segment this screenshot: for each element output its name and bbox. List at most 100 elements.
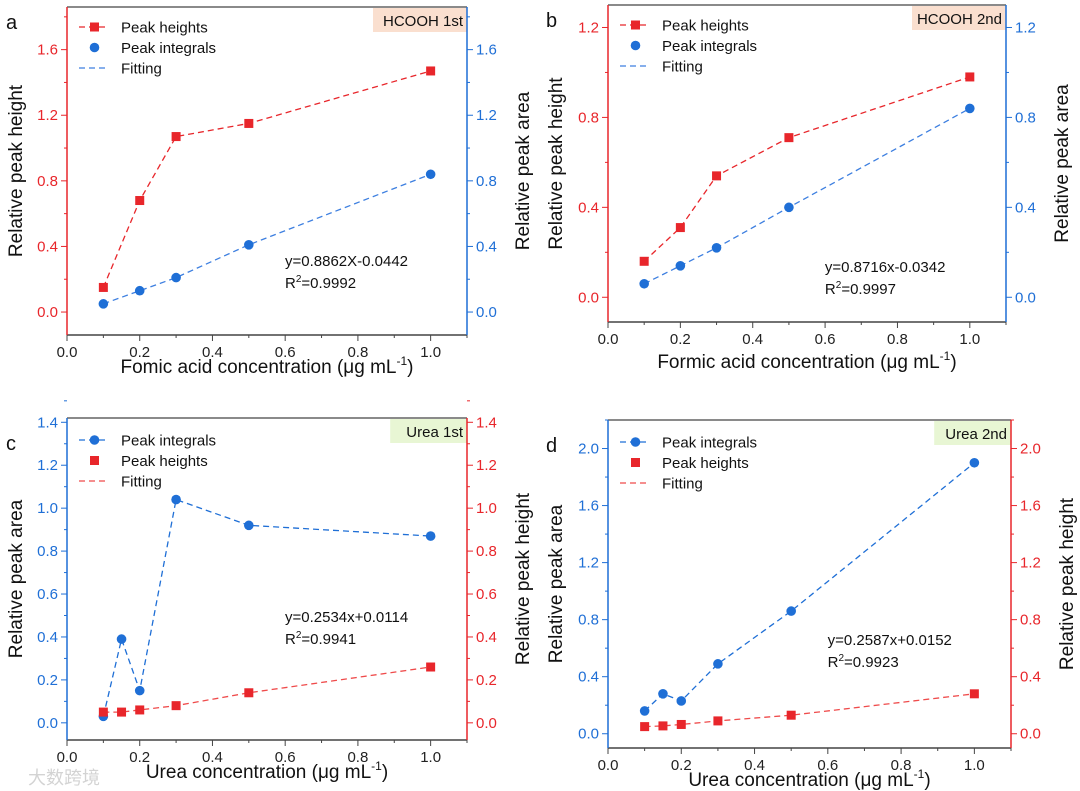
r-squared: R2=0.9992 [285, 274, 356, 292]
left-y-tick-label: 0.0 [37, 715, 58, 732]
legend-label: Peak heights [662, 18, 749, 35]
fitting-line [103, 666, 431, 713]
right-y-tick-label: 0.8 [1020, 612, 1041, 629]
left-y-tick-label: 0.8 [37, 543, 58, 560]
data-point-circle [639, 278, 649, 289]
right-y-tick-label: 0.0 [1015, 289, 1036, 306]
series-line-0 [643, 76, 971, 262]
data-point-square [426, 662, 436, 672]
left-y-tick-label: 1.6 [37, 42, 58, 59]
x-tick-label: 0.2 [670, 331, 691, 348]
legend-label: Peak integrals [121, 40, 216, 57]
left-y-axis-label: Relative peak height [546, 77, 567, 250]
x-axis-label-main: Fomic acid concentration (μg mL [120, 357, 396, 378]
x-tick-label: 0.8 [347, 344, 368, 361]
x-tick-label: 0.8 [347, 749, 368, 766]
right-y-axis-label: Relative peak height [1057, 497, 1078, 670]
series-line-0 [644, 462, 975, 712]
panel-tag: Urea 2nd [945, 426, 1007, 443]
fitting-line [644, 693, 975, 728]
panel-tag: Urea 1st [406, 424, 464, 441]
data-point-square [965, 72, 975, 82]
x-axis-label: Formic acid concentration (μg mL-1) [657, 349, 956, 373]
left-y-axis-label: Relative peak area [6, 499, 27, 658]
data-point-circle [98, 299, 109, 309]
data-point-circle [244, 240, 254, 250]
data-point-square [712, 171, 722, 181]
data-point-square [675, 223, 685, 233]
x-tick-label: 1.0 [964, 757, 985, 774]
data-point-circle [965, 103, 975, 114]
x-axis-label-superscript: -1 [940, 349, 951, 363]
data-point-square [135, 196, 145, 206]
data-point-circle [171, 494, 181, 505]
r-squared-value: =0.9941 [301, 631, 356, 648]
right-y-tick-label: 2.0 [1020, 441, 1041, 458]
left-y-tick-label: 0.8 [37, 173, 58, 190]
panel-d: d Urea 2nd 0.0 0.2 0.4 0.6 0.8 1.0 0.0 0.4 0.8 1.2 1… [546, 419, 1078, 791]
left-y-tick-label: 0.4 [37, 629, 58, 646]
left-y-tick-label: 0.0 [578, 289, 599, 306]
right-y-tick-label: 0.0 [476, 715, 497, 732]
x-tick-label: 0.4 [202, 749, 223, 766]
fitting-line [103, 173, 431, 305]
data-point-square [244, 688, 254, 698]
right-y-tick-label: 0.8 [476, 543, 497, 560]
right-y-tick-label: 0.8 [476, 173, 497, 190]
left-y-tick-label: 0.6 [37, 586, 58, 603]
data-point-circle [784, 202, 794, 213]
left-y-tick-label: 0.4 [578, 199, 599, 216]
x-axis-label-end: ) [924, 770, 930, 791]
r-squared-prefix: R [828, 654, 839, 671]
legend-label: Peak heights [121, 20, 208, 37]
watermark: 大数跨境 [28, 768, 100, 788]
data-point-square [784, 133, 794, 143]
data-point-circle [171, 272, 181, 283]
x-axis-label-end: ) [407, 357, 413, 378]
legend-label: Fitting [662, 476, 703, 493]
x-tick-label: 0.2 [129, 344, 150, 361]
left-y-tick-label: 0.8 [578, 612, 599, 629]
x-tick-label: 1.0 [420, 344, 441, 361]
r-squared-prefix: R [285, 275, 296, 292]
right-y-tick-label: 0.4 [476, 238, 497, 255]
left-y-tick-label: 1.4 [37, 414, 58, 431]
data-point-square [969, 689, 979, 699]
r-squared-superscript: 2 [836, 280, 842, 291]
right-y-tick-label: 0.0 [1020, 726, 1041, 743]
data-point-square [658, 721, 668, 731]
x-tick-label: 0.6 [815, 331, 836, 348]
r-squared: R2=0.9941 [285, 630, 356, 648]
legend-circle [89, 435, 100, 445]
right-y-tick-label: 1.2 [476, 457, 497, 474]
left-y-tick-label: 0.0 [37, 304, 58, 321]
panel-tag-background [934, 421, 1011, 445]
fit-equation: y=0.2534x+0.0114 [285, 609, 408, 626]
x-tick-label: 0.6 [275, 344, 296, 361]
left-y-tick-label: 1.6 [578, 498, 599, 515]
legend-label: Peak heights [662, 455, 749, 472]
left-y-tick-label: 0.2 [37, 672, 58, 689]
fit-equation: y=0.8716x-0.0342 [825, 259, 946, 276]
data-point-circle [134, 685, 145, 696]
right-y-tick-label: 1.4 [476, 414, 497, 431]
x-axis-label-main: Formic acid concentration (μg mL [657, 352, 939, 373]
panel-tag-background [912, 6, 1006, 30]
x-axis-label: Urea concentration (μg mL-1) [688, 767, 930, 791]
data-point-circle [116, 634, 127, 644]
data-point-circle [658, 689, 668, 699]
panel-tag: HCOOH 1st [383, 13, 464, 30]
right-y-tick-label: 0.2 [476, 672, 497, 689]
left-y-tick-label: 0.0 [578, 726, 599, 743]
right-y-tick-label: 0.0 [476, 304, 497, 321]
left-y-tick-label: 2.0 [578, 441, 599, 458]
right-y-tick-label: 0.8 [1015, 109, 1036, 126]
x-axis-label-superscript: -1 [371, 759, 382, 773]
legend-square [631, 20, 640, 30]
panel-letter: d [546, 435, 557, 457]
right-y-tick-label: 1.0 [476, 500, 497, 517]
data-point-square [171, 132, 181, 142]
data-point-square [98, 282, 108, 292]
legend-label: Fitting [662, 59, 703, 76]
